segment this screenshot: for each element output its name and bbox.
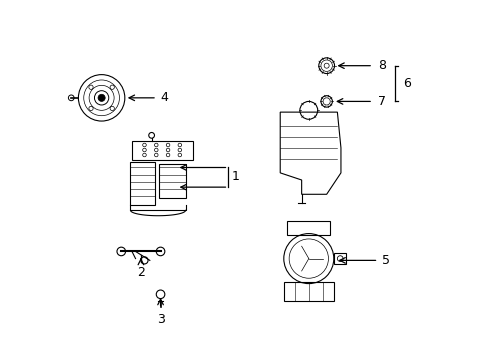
Text: 6: 6 [403, 77, 410, 90]
Text: 3: 3 [156, 313, 164, 326]
Text: 7: 7 [378, 95, 386, 108]
Text: 4: 4 [160, 91, 168, 104]
Text: 8: 8 [378, 59, 386, 72]
Text: 1: 1 [231, 170, 240, 183]
Bar [333, 253, 346, 264]
Bar [130, 162, 155, 205]
Bar [283, 282, 333, 301]
Circle shape [98, 94, 105, 102]
Bar [287, 221, 329, 235]
Text: 2: 2 [137, 266, 144, 279]
Bar [159, 164, 185, 198]
Text: 5: 5 [381, 254, 389, 267]
